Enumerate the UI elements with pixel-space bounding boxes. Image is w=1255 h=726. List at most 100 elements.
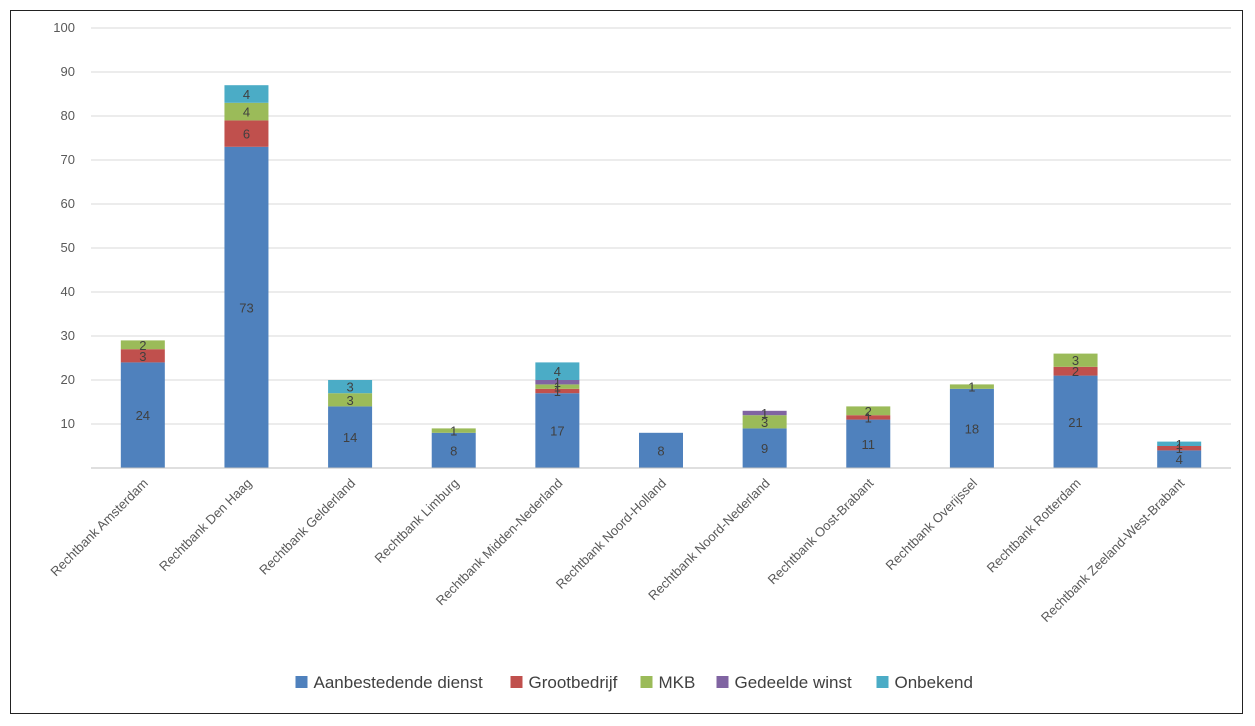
bar-segment bbox=[120, 340, 165, 350]
data-label: 8 bbox=[657, 443, 664, 458]
data-label: 3 bbox=[1072, 353, 1079, 368]
bar-segment bbox=[1053, 353, 1098, 367]
y-tick-label: 30 bbox=[61, 328, 75, 343]
bar-segment bbox=[639, 432, 683, 468]
x-category-label: Rechtbank Gelderland bbox=[256, 476, 358, 578]
bar-segment bbox=[742, 410, 787, 416]
legend-label: Onbekend bbox=[895, 673, 973, 692]
y-tick-label: 40 bbox=[61, 284, 75, 299]
bar-segment bbox=[535, 393, 580, 468]
data-label: 1 bbox=[554, 380, 561, 395]
legend-label: Grootbedrijf bbox=[529, 673, 618, 692]
data-label: 73 bbox=[239, 300, 253, 315]
bar-segment bbox=[224, 102, 269, 121]
data-label: 8 bbox=[450, 443, 457, 458]
legend-swatch bbox=[876, 676, 889, 688]
y-tick-label: 90 bbox=[61, 64, 75, 79]
data-label: 1 bbox=[1176, 441, 1183, 456]
data-label: 4 bbox=[243, 87, 250, 102]
data-label: 3 bbox=[346, 393, 353, 408]
bar-segment bbox=[535, 362, 580, 380]
data-label: 17 bbox=[550, 424, 564, 439]
x-category-label: Rechtbank Noord-Nederland bbox=[645, 476, 773, 604]
bar-segment bbox=[1053, 366, 1098, 376]
bar-segment bbox=[1053, 375, 1098, 468]
bar-segment bbox=[846, 419, 891, 468]
bar-segment bbox=[431, 428, 476, 433]
bar-segment bbox=[846, 406, 891, 416]
legend-label: Gedeelde winst bbox=[735, 673, 852, 692]
bar-segment bbox=[120, 362, 165, 468]
x-category-label: Rechtbank Noord-Holland bbox=[553, 476, 669, 592]
chart-frame: 10 20 30 40 50 60 70 80 90 100 24 3 2 73 6 4 4 14 3 3 8 1 17 1… bbox=[10, 10, 1243, 714]
bar-segment bbox=[1157, 446, 1202, 451]
y-tick-label: 80 bbox=[61, 108, 75, 123]
bar-segment bbox=[224, 120, 269, 147]
bar-segment bbox=[328, 406, 373, 468]
legend-swatch bbox=[295, 676, 308, 688]
legend-swatch bbox=[640, 676, 653, 688]
data-label: 1 bbox=[1176, 437, 1183, 452]
data-label: 2 bbox=[139, 338, 146, 353]
y-tick-label: 10 bbox=[61, 416, 75, 431]
gridlines bbox=[91, 27, 1231, 425]
data-label: 1 bbox=[554, 384, 561, 399]
data-label: 3 bbox=[761, 415, 768, 430]
bar-segment bbox=[742, 415, 787, 429]
bar-segment bbox=[535, 384, 580, 389]
x-category-label: Rechtbank Den Haag bbox=[156, 476, 255, 575]
y-tick-label: 50 bbox=[61, 240, 75, 255]
bar-segment bbox=[224, 85, 269, 103]
data-label: 6 bbox=[243, 127, 250, 142]
legend: Aanbestedende dienst Grootbedrijf MKB Gedee… bbox=[295, 673, 973, 692]
legend-label: Aanbestedende dienst bbox=[314, 673, 483, 692]
x-category-label: Rechtbank Midden-Nederland bbox=[433, 476, 566, 609]
data-label: 4 bbox=[554, 364, 561, 379]
x-axis: Rechtbank Amsterdam Rechtbank Den Haag Rec… bbox=[47, 467, 1231, 625]
y-tick-label: 70 bbox=[61, 152, 75, 167]
x-category-label: Rechtbank Limburg bbox=[372, 476, 462, 566]
bar-segment bbox=[846, 415, 891, 420]
data-label: 3 bbox=[346, 380, 353, 395]
data-label: 1 bbox=[450, 424, 457, 439]
bar-segment bbox=[328, 393, 373, 407]
bar-segment bbox=[535, 388, 580, 394]
legend-swatch bbox=[716, 676, 729, 688]
data-label: 2 bbox=[865, 404, 872, 419]
y-tick-label: 100 bbox=[53, 20, 75, 35]
bar-segment bbox=[328, 380, 373, 394]
data-label: 11 bbox=[862, 437, 876, 452]
bar-segment bbox=[535, 380, 580, 385]
legend-swatch bbox=[510, 676, 523, 688]
legend-label: MKB bbox=[659, 673, 696, 692]
data-label: 1 bbox=[968, 380, 975, 395]
data-label: 1 bbox=[761, 406, 768, 421]
bar-segment bbox=[742, 428, 787, 468]
bar-segment bbox=[949, 388, 994, 468]
data-label: 4 bbox=[1176, 452, 1183, 467]
bar-segment bbox=[431, 432, 476, 468]
data-label: 24 bbox=[136, 408, 150, 423]
bar-segment bbox=[1157, 450, 1202, 468]
bars bbox=[120, 85, 1202, 469]
data-label: 18 bbox=[965, 421, 979, 436]
y-tick-label: 60 bbox=[61, 196, 75, 211]
data-label: 2 bbox=[1072, 364, 1079, 379]
data-label: 21 bbox=[1068, 415, 1082, 430]
data-label: 1 bbox=[554, 375, 561, 390]
x-category-label: Rechtbank Overijssel bbox=[883, 475, 981, 573]
data-label: 14 bbox=[343, 430, 357, 445]
x-category-label: Rechtbank Amsterdam bbox=[47, 476, 151, 580]
x-category-label: Rechtbank Oost-Brabant bbox=[765, 475, 877, 587]
y-tick-label: 20 bbox=[61, 372, 75, 387]
data-label: 4 bbox=[243, 105, 250, 120]
bar-segment bbox=[1157, 441, 1202, 446]
x-category-label: Rechtbank Rotterdam bbox=[984, 476, 1084, 576]
bar-segment bbox=[224, 146, 269, 469]
data-label: 3 bbox=[139, 349, 146, 364]
y-axis: 10 20 30 40 50 60 70 80 90 100 bbox=[53, 20, 75, 431]
data-label: 1 bbox=[865, 410, 872, 425]
bar-segment bbox=[120, 349, 165, 363]
